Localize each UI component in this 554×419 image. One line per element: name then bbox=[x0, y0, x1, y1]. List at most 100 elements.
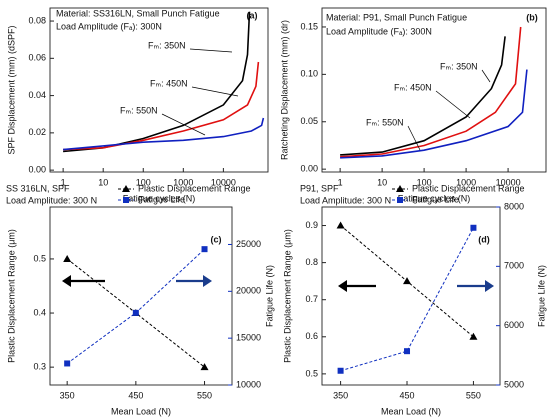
panel-label: (d) bbox=[478, 234, 490, 244]
arrow-head bbox=[62, 275, 71, 287]
annotation-pointer bbox=[191, 86, 239, 97]
annotation: Fₘ: 450N bbox=[394, 82, 432, 92]
marker bbox=[470, 224, 477, 231]
series-line bbox=[340, 227, 474, 372]
y-tick-label: 0.05 bbox=[300, 116, 318, 126]
y2-axis-label: Fatigue Life (N) bbox=[264, 265, 274, 327]
y-tick-label: 0.15 bbox=[300, 21, 318, 31]
y-tick-label: 0.8 bbox=[305, 257, 318, 267]
y-tick-label: 0.5 bbox=[305, 368, 318, 378]
y-tick-label: 0.7 bbox=[305, 294, 318, 304]
x-axis-label: Fatigue cycles (N) bbox=[123, 193, 196, 203]
y-tick-label: 0.04 bbox=[28, 90, 46, 100]
legend-marker bbox=[397, 197, 403, 203]
y2-tick-label: 8000 bbox=[504, 201, 524, 211]
panel-label: (b) bbox=[526, 12, 538, 22]
x-tick-label: 10 bbox=[98, 177, 108, 187]
legend-marker bbox=[123, 197, 129, 203]
y2-tick-label: 7000 bbox=[504, 261, 524, 271]
x-tick-label: 450 bbox=[399, 390, 414, 400]
chart-title: SS 316LN, SPF bbox=[6, 183, 70, 193]
x-tick-label: 1 bbox=[338, 177, 343, 187]
chart-subtitle: Load Amplitude (Fₐ): 300N bbox=[56, 21, 162, 31]
legend-label: Fatigue Life bbox=[138, 194, 185, 204]
chart-title: Material: P91, Small Punch Fatigue bbox=[326, 12, 467, 22]
x-axis-label: Mean Load (N) bbox=[381, 406, 441, 416]
marker bbox=[201, 246, 208, 253]
legend-marker bbox=[122, 185, 130, 192]
y-axis-label: SPF Displacement (mm) (dSPF) bbox=[6, 25, 16, 154]
series-line bbox=[63, 61, 260, 151]
y-tick-label: 0.00 bbox=[300, 164, 318, 174]
y-tick-label: 0.4 bbox=[33, 307, 46, 317]
y2-tick-label: 10000 bbox=[236, 379, 261, 389]
arrow-head bbox=[485, 280, 494, 292]
chart-title: Material: SS316LN, Small Punch Fatigue bbox=[56, 8, 220, 18]
chart-subtitle: Load Amplitude: 300 N bbox=[300, 195, 391, 205]
arrow-head bbox=[338, 280, 347, 292]
y2-tick-label: 6000 bbox=[504, 320, 524, 330]
marker bbox=[404, 348, 411, 355]
panel-label: (c) bbox=[211, 234, 222, 244]
marker bbox=[403, 277, 412, 285]
y-tick-label: 0.3 bbox=[33, 362, 46, 372]
legend-marker bbox=[396, 185, 404, 192]
y2-tick-label: 25000 bbox=[236, 239, 261, 249]
panel-label: (a) bbox=[247, 10, 258, 20]
annotation-pointer bbox=[435, 90, 471, 119]
plot-frame bbox=[321, 206, 501, 386]
x-axis-label: Fatigue cycles (N) bbox=[398, 193, 471, 203]
y-tick-label: 0.02 bbox=[28, 127, 46, 137]
arrow-head bbox=[203, 275, 212, 287]
y-axis-label: Plastic Displacement Range (μm) bbox=[6, 229, 16, 363]
y2-tick-label: 20000 bbox=[236, 286, 261, 296]
legend-label: Fatigue Life bbox=[412, 194, 459, 204]
x-tick-label: 10000 bbox=[211, 177, 236, 187]
y-tick-label: 0.5 bbox=[33, 253, 46, 263]
x-tick-label: 550 bbox=[197, 390, 212, 400]
x-tick-label: 10000 bbox=[496, 177, 521, 187]
x-tick-label: 1000 bbox=[456, 177, 476, 187]
chart-subtitle: Load Amplitude (Fₐ): 300N bbox=[326, 26, 432, 36]
y-tick-label: 0.9 bbox=[305, 220, 318, 230]
x-tick-label: 100 bbox=[136, 177, 151, 187]
y-tick-label: 0.08 bbox=[28, 15, 46, 25]
y2-tick-label: 5000 bbox=[504, 379, 524, 389]
marker bbox=[200, 363, 209, 371]
y-axis-label: Plastic Displacement Range (μm) bbox=[282, 229, 292, 363]
x-tick-label: 350 bbox=[333, 390, 348, 400]
direction-arrows bbox=[62, 275, 494, 292]
x-axis-label: Mean Load (N) bbox=[111, 406, 171, 416]
annotation-pointer bbox=[161, 113, 206, 136]
legend-label: Plastic Displacement Range bbox=[138, 183, 251, 193]
annotation: Fₘ: 550N bbox=[120, 105, 158, 115]
marker bbox=[336, 221, 345, 229]
annotation: Fₘ: 450N bbox=[150, 78, 188, 88]
plot-frame bbox=[49, 7, 269, 173]
plot-frame bbox=[49, 206, 233, 386]
y-tick-label: 0.00 bbox=[28, 165, 46, 175]
y-tick-label: 0.06 bbox=[28, 53, 46, 63]
plot-frame bbox=[321, 7, 547, 173]
legend-label: Plastic Displacement Range bbox=[412, 183, 525, 193]
marker bbox=[132, 309, 139, 316]
marker bbox=[63, 254, 72, 262]
x-tick-label: 550 bbox=[466, 390, 481, 400]
series-line bbox=[340, 36, 506, 156]
y-tick-label: 0.6 bbox=[305, 331, 318, 341]
annotation-pointer bbox=[407, 125, 421, 151]
annotation: Fₘ: 350N bbox=[148, 40, 186, 50]
chart-subtitle: Load Amplitude: 300 N bbox=[6, 195, 97, 205]
x-tick-label: 1 bbox=[61, 177, 66, 187]
series-line bbox=[340, 26, 522, 158]
y-tick-label: 0.10 bbox=[300, 69, 318, 79]
marker bbox=[64, 360, 71, 367]
annotation: Fₘ: 550N bbox=[366, 117, 404, 127]
x-tick-label: 350 bbox=[60, 390, 75, 400]
y2-tick-label: 15000 bbox=[236, 333, 261, 343]
x-tick-label: 100 bbox=[417, 177, 432, 187]
chart-title: P91, SPF bbox=[300, 183, 339, 193]
y-axis-label: Ratcheting Displacement (mm) (dr) bbox=[279, 20, 289, 160]
